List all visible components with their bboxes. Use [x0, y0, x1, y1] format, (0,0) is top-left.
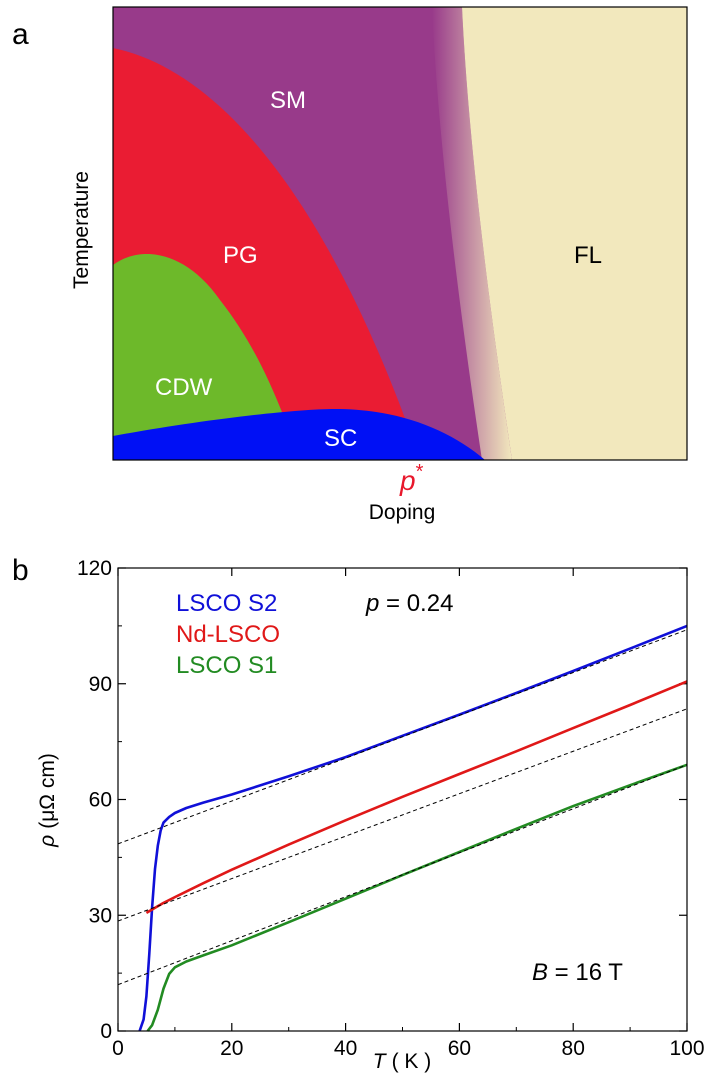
x-tick-label: 40: [334, 1037, 357, 1060]
plot-xlabel-var: T: [373, 1050, 388, 1073]
region-fl: [462, 7, 687, 460]
annotation-field: B = 16 T: [532, 959, 623, 986]
resistivity-plot: 0 20 40 60 80 100 0 30 60 90 120: [77, 557, 705, 1060]
plot-ylabel: ρ (μΩ cm): [36, 753, 59, 848]
diagram-frame: [112, 6, 688, 461]
annotation-doping-var: p: [365, 590, 379, 617]
diagram-xlabel: Doping: [369, 501, 436, 524]
plot-frame: [117, 567, 688, 1032]
fit-line-1: [117, 708, 688, 922]
fit-line-2: [117, 764, 688, 986]
legend-lsco-s2: LSCO S2: [176, 590, 277, 617]
y-tick-label: 60: [89, 789, 112, 812]
diagram-ylabel: Temperature: [70, 171, 93, 289]
y-tick-label: 30: [89, 904, 112, 927]
plot-xlabel: T( K ): [373, 1050, 432, 1073]
legend-lsco-s1: LSCO S1: [176, 652, 277, 679]
annotation-field-var: B: [532, 959, 548, 986]
pstar-marker: p*: [399, 461, 424, 496]
phase-diagram: [113, 7, 687, 460]
region-label-sm: SM: [270, 87, 306, 114]
panel-label-a: a: [12, 18, 29, 51]
y-tick-label: 0: [100, 1020, 112, 1043]
annotation-doping: p = 0.24: [365, 590, 453, 617]
legend-nd-lsco: Nd-LSCO: [176, 621, 280, 648]
series-line-2: [146, 763, 688, 1032]
plot-ylabel-var: ρ: [36, 835, 59, 848]
annotation-field-value: = 16 T: [548, 959, 623, 986]
x-tick-label: 100: [669, 1037, 704, 1060]
region-label-fl: FL: [574, 242, 602, 269]
region-sc: [113, 408, 485, 460]
region-label-cdw: CDW: [155, 374, 213, 401]
region-fl-transition: [432, 7, 512, 460]
series-line-1: [145, 680, 688, 915]
plot-xlabel-unit: ( K ): [392, 1050, 432, 1073]
region-cdw: [113, 254, 300, 460]
region-label-sc: SC: [324, 425, 357, 452]
x-tick-label: 60: [448, 1037, 471, 1060]
y-tick-label: 120: [77, 557, 112, 580]
plot-ylabel-unit: (μΩ cm): [36, 753, 59, 829]
fit-line-0: [117, 629, 688, 845]
region-label-pg: PG: [223, 242, 258, 269]
x-tick-label: 20: [220, 1037, 243, 1060]
annotation-doping-value: = 0.24: [379, 590, 453, 617]
x-tick-label: 0: [112, 1037, 124, 1060]
series-line-0: [138, 624, 688, 1032]
panel-label-b: b: [12, 554, 29, 587]
x-tick-label: 80: [562, 1037, 585, 1060]
y-tick-label: 90: [89, 673, 112, 696]
